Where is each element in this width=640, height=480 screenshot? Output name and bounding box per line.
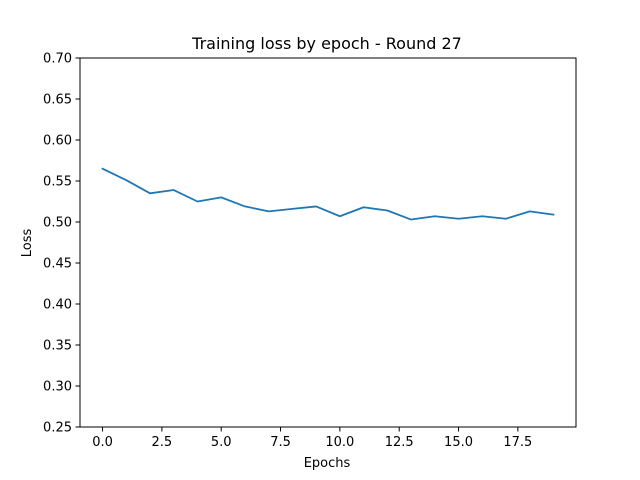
x-tick-label: 12.5 <box>385 435 414 450</box>
series-layer <box>101 167 555 221</box>
x-tick-label: 7.5 <box>270 435 291 450</box>
y-tick-label: 0.70 <box>43 52 72 67</box>
y-tick-label: 0.55 <box>43 175 72 190</box>
y-tick-label: 0.30 <box>43 380 72 395</box>
plot-frame <box>79 57 577 428</box>
x-tick-label: 17.5 <box>503 435 532 450</box>
x-tick-label: 5.0 <box>211 435 232 450</box>
y-tick-label: 0.45 <box>43 257 72 272</box>
y-tick-label: 0.60 <box>43 134 72 149</box>
x-tick-label: 2.5 <box>152 435 173 450</box>
y-axis-ticks: 0.25 0.30 0.35 0.40 0.45 0.50 0.55 0.60 0.65 0.70 <box>43 52 80 436</box>
x-axis-ticks: 0.0 2.5 5.0 7.5 10.0 12.5 15.0 17.5 <box>92 427 532 450</box>
x-tick-label: 0.0 <box>92 435 113 450</box>
chart-title: Training loss by epoch - Round 27 <box>191 34 462 53</box>
y-tick-label: 0.50 <box>43 216 72 231</box>
x-tick-label: 15.0 <box>444 435 473 450</box>
plot-background <box>80 58 576 427</box>
plot-area <box>80 58 576 427</box>
y-tick-label: 0.25 <box>43 421 72 436</box>
y-tick-label: 0.40 <box>43 298 72 313</box>
series-line-0 <box>101 167 555 221</box>
y-axis-label: Loss <box>20 229 35 258</box>
x-axis-label: Epochs <box>304 456 351 471</box>
y-tick-label: 0.65 <box>43 93 72 108</box>
x-tick-label: 10.0 <box>325 435 354 450</box>
y-tick-label: 0.35 <box>43 339 72 354</box>
